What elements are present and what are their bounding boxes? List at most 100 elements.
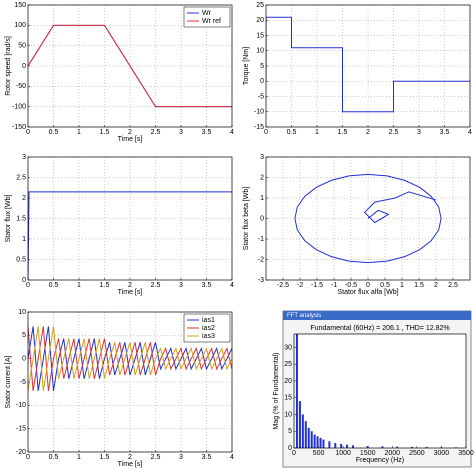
x-tick-label: 2.5 bbox=[389, 129, 399, 136]
bar bbox=[334, 442, 337, 448]
bar bbox=[340, 443, 343, 448]
x-tick-label: 4 bbox=[468, 129, 472, 136]
x-tick-label: 2.5 bbox=[448, 282, 458, 289]
plot-frame bbox=[27, 311, 233, 453]
x-tick-label: 1.5 bbox=[414, 282, 424, 289]
x-tick-label: 3.5 bbox=[202, 454, 212, 461]
y-tick-label: -2 bbox=[258, 256, 264, 263]
legend-box bbox=[183, 6, 231, 28]
x-axis-label: Frequency (Hz) bbox=[356, 457, 404, 464]
y-axis-label: Stator flux [Wb] bbox=[5, 195, 12, 243]
y-axis-label: Stator flux beta [Wb] bbox=[243, 187, 250, 250]
plot-frame bbox=[265, 4, 471, 128]
bar bbox=[346, 444, 349, 448]
bar bbox=[322, 439, 325, 448]
y-tick-label: 50 bbox=[18, 43, 26, 50]
x-tick-label: 2 bbox=[128, 129, 132, 136]
y-tick-label: 25 bbox=[284, 361, 292, 368]
y-tick-label: 10 bbox=[18, 309, 26, 316]
y-axis-label: Rotor speed [rad/s] bbox=[5, 36, 12, 96]
y-tick-label: 5 bbox=[260, 63, 264, 70]
x-axis-label: Time [s] bbox=[118, 461, 143, 468]
plot-frame bbox=[27, 156, 233, 281]
x-tick-label: 2 bbox=[366, 129, 370, 136]
bar bbox=[310, 431, 313, 448]
x-tick-label: 4 bbox=[230, 282, 234, 289]
window-title: FFT analysis bbox=[287, 313, 321, 319]
x-tick-label: 3000 bbox=[434, 450, 450, 457]
x-tick-label: -1 bbox=[331, 282, 337, 289]
x-tick-label: 3.5 bbox=[202, 129, 212, 136]
bar bbox=[381, 446, 384, 448]
y-tick-label: -150 bbox=[12, 124, 26, 131]
y-tick-label: -1 bbox=[258, 236, 264, 243]
x-tick-label: 0 bbox=[26, 129, 30, 136]
x-axis-label: Time [s] bbox=[118, 289, 143, 296]
y-tick-label: 15 bbox=[284, 395, 292, 402]
x-tick-label: 0 bbox=[26, 454, 30, 461]
data-line bbox=[363, 191, 437, 224]
y-tick-label: -3 bbox=[258, 277, 264, 284]
x-tick-label: 1 bbox=[77, 454, 81, 461]
x-tick-label: -2.5 bbox=[277, 282, 289, 289]
x-tick-label: 1 bbox=[77, 129, 81, 136]
y-tick-label: -20 bbox=[16, 449, 26, 456]
x-tick-label: 3 bbox=[417, 129, 421, 136]
x-tick-label: 1 bbox=[77, 282, 81, 289]
y-tick-label: 2.5 bbox=[16, 174, 26, 181]
bar bbox=[295, 334, 298, 448]
x-tick-label: 3500 bbox=[458, 450, 474, 457]
y-tick-label: 15 bbox=[256, 32, 264, 39]
data-line bbox=[28, 24, 232, 108]
x-tick-label: 2500 bbox=[409, 450, 425, 457]
plot-content bbox=[294, 173, 442, 264]
x-tick-label: 3.5 bbox=[440, 129, 450, 136]
x-tick-label: 1500 bbox=[360, 450, 376, 457]
x-tick-label: 1000 bbox=[335, 450, 351, 457]
y-tick-label: 2 bbox=[22, 195, 26, 202]
y-tick-label: -100 bbox=[12, 104, 26, 111]
x-tick-label: 1.5 bbox=[100, 454, 110, 461]
legend-label: Wr ref bbox=[202, 18, 221, 25]
data-line bbox=[266, 16, 470, 113]
data-line bbox=[28, 326, 232, 391]
x-tick-label: 0.5 bbox=[49, 454, 59, 461]
y-tick-label: 0 bbox=[22, 277, 26, 284]
y-tick-label: -10 bbox=[254, 109, 264, 116]
legend-label: Wr bbox=[202, 10, 211, 17]
x-tick-label: 4 bbox=[230, 129, 234, 136]
x-tick-label: 0.5 bbox=[287, 129, 297, 136]
y-tick-label: 100 bbox=[14, 22, 26, 29]
plot-frame bbox=[27, 4, 233, 128]
x-tick-label: 2000 bbox=[384, 450, 400, 457]
x-tick-label: 0.5 bbox=[49, 129, 59, 136]
x-tick-label: 4 bbox=[230, 454, 234, 461]
x-tick-label: 0.5 bbox=[380, 282, 390, 289]
plot-content bbox=[28, 326, 232, 391]
plot-frame bbox=[265, 156, 471, 281]
bar bbox=[328, 441, 331, 448]
x-tick-label: -0.5 bbox=[345, 282, 357, 289]
plot-content bbox=[266, 16, 470, 113]
x-tick-label: 0.5 bbox=[49, 282, 59, 289]
y-tick-label: -5 bbox=[258, 93, 264, 100]
plot-area bbox=[294, 334, 466, 448]
legend-label: ias2 bbox=[202, 325, 215, 332]
annotation: Fundamental (60Hz) = 206.1 , THD= 12.82% bbox=[310, 325, 449, 332]
y-tick-label: -50 bbox=[16, 83, 26, 90]
legend-label: ias3 bbox=[202, 333, 215, 340]
x-tick-label: 0 bbox=[292, 450, 296, 457]
bar bbox=[366, 445, 369, 448]
x-tick-label: 3 bbox=[179, 454, 183, 461]
y-tick-label: 0 bbox=[260, 215, 264, 222]
y-tick-label: 3 bbox=[260, 154, 264, 161]
y-tick-label: 1 bbox=[22, 236, 26, 243]
y-axis-label: Torque [Nm] bbox=[243, 47, 250, 85]
x-tick-label: 1 bbox=[400, 282, 404, 289]
x-tick-label: 1.5 bbox=[100, 129, 110, 136]
y-tick-label: -10 bbox=[16, 402, 26, 409]
y-tick-label: 0 bbox=[22, 356, 26, 363]
y-tick-label: -15 bbox=[254, 124, 264, 131]
y-axis-label: Mag (% of Fundamental) bbox=[273, 352, 280, 429]
